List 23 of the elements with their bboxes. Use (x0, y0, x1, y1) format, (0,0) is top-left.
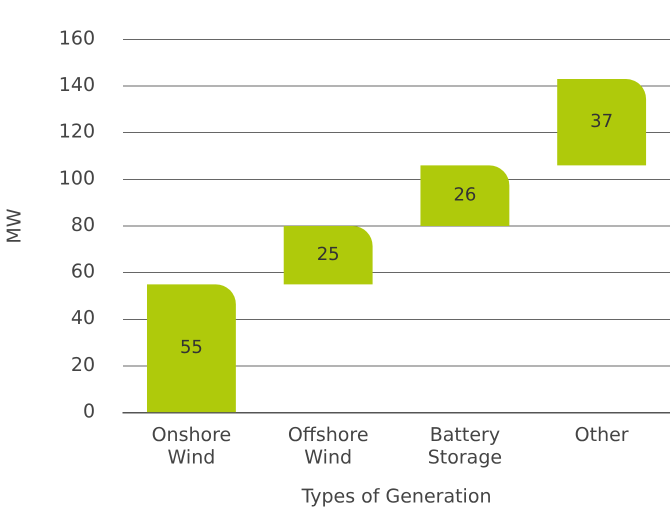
data-label: 37 (590, 110, 614, 132)
y-axis-title: MW (3, 208, 26, 244)
y-tick-label: 0 (82, 400, 96, 423)
y-tick-label: 140 (58, 74, 96, 96)
bar (284, 226, 373, 284)
bar (146, 284, 236, 412)
bar (420, 165, 510, 226)
bar (557, 79, 646, 166)
y-tick-label: 160 (58, 27, 96, 50)
data-label: 26 (453, 184, 476, 206)
y-tick-label: 20 (70, 354, 96, 376)
y-tick-label: 40 (70, 307, 96, 330)
y-tick-label: 60 (70, 260, 96, 283)
y-tick-label: 100 (58, 167, 96, 190)
y-tick-label: 120 (58, 120, 96, 143)
data-label: 55 (180, 336, 203, 358)
y-tick-label: 80 (70, 214, 96, 236)
x-tick-label: Offshore Wind (288, 424, 369, 469)
x-tick-label: Onshore Wind (152, 424, 232, 469)
x-tick-label: Other (574, 424, 629, 446)
x-tick-label: Battery Storage (428, 424, 502, 469)
data-label: 25 (316, 244, 340, 265)
x-axis-title: Types of Generation (300, 486, 492, 508)
